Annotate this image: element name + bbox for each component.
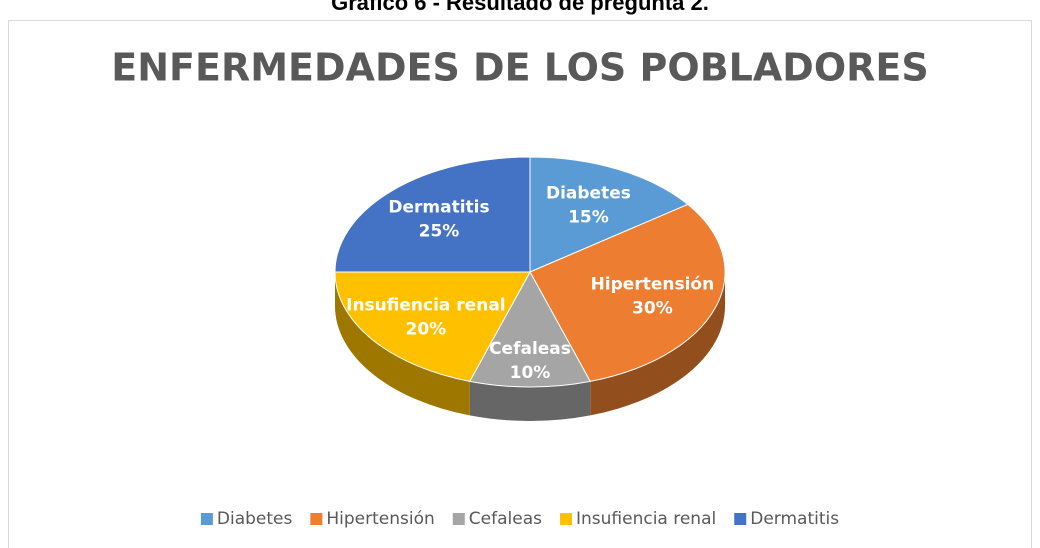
legend-label: Hipertensión <box>326 509 434 529</box>
data-label-name: Diabetes <box>546 183 631 203</box>
data-label-name: Hipertensión <box>591 274 715 294</box>
data-label-value: 30% <box>632 298 673 318</box>
legend: Diabetes Hipertensión Cefaleas Insufiencia … <box>200 509 839 529</box>
pie-slice <box>529 203 726 382</box>
data-label-value: 25% <box>419 221 460 241</box>
slice-side <box>469 381 591 421</box>
legend-label: Diabetes <box>217 509 293 529</box>
pie-slice <box>334 156 531 273</box>
legend-swatch <box>200 513 213 525</box>
legend-swatch <box>559 513 572 525</box>
chart-title: ENFERMEDADES DE LOS POBLADORES <box>111 46 928 90</box>
caption: Gráfico 6 - Resultado de pregunta 2. <box>331 0 709 15</box>
chart-frame <box>8 20 1032 548</box>
legend-swatch <box>452 513 465 525</box>
pie-slice <box>529 156 689 273</box>
data-label-value: 20% <box>406 320 447 340</box>
data-label-name: Cefaleas <box>489 339 571 359</box>
data-label-value: 10% <box>510 363 551 383</box>
legend-swatch <box>310 513 323 525</box>
pie-slice <box>334 271 531 382</box>
slice-side <box>590 272 725 416</box>
legend-label: Cefaleas <box>469 509 542 529</box>
data-label-name: Insufiencia renal <box>346 296 506 316</box>
data-label-name: Dermatitis <box>388 197 489 217</box>
slice-side <box>335 272 470 416</box>
legend-label: Dermatitis <box>750 509 839 529</box>
legend-label: Insufiencia renal <box>576 509 716 529</box>
legend-swatch <box>734 513 747 525</box>
data-label-value: 15% <box>568 207 609 227</box>
pie-slice <box>468 270 592 388</box>
